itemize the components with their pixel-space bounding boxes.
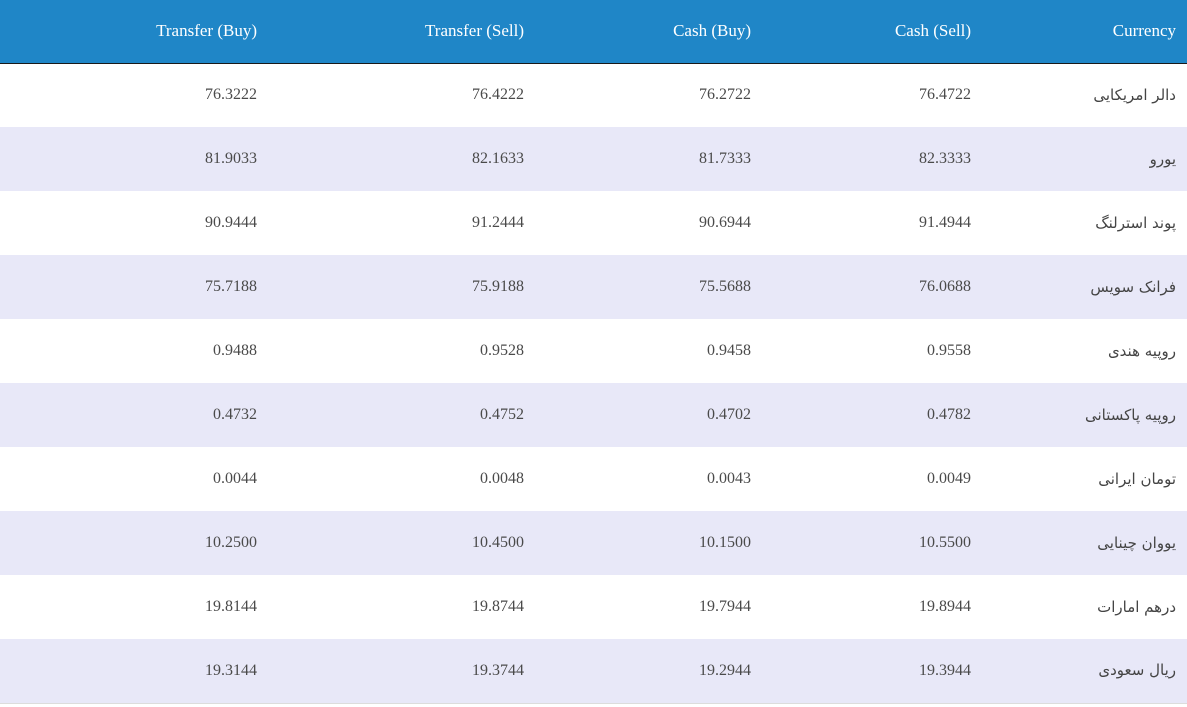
cell-transfer-sell: 0.9528: [480, 342, 524, 359]
cell-transfer-buy: 0.0044: [213, 470, 257, 487]
table-body: 76.3222 76.4222 76.2722 76.4722 دالر امر…: [0, 63, 1187, 704]
cell-transfer-buy: 10.2500: [205, 534, 257, 551]
table-row: 10.2500 10.4500 10.1500 10.5500 یووان چی…: [0, 511, 1187, 575]
cell-currency: روپیه پاکستانی: [981, 383, 1187, 447]
cell-cash-sell: 19.8944: [919, 598, 971, 615]
table-header: Transfer (Buy) Transfer (Sell) Cash (Buy…: [0, 0, 1187, 64]
table-row: 90.9444 91.2444 90.6944 91.4944 پوند است…: [0, 191, 1187, 255]
cell-transfer-buy: 76.3222: [205, 86, 257, 104]
cell-currency: درهم امارات: [981, 575, 1187, 639]
currency-name: روپیه پاکستانی: [1084, 405, 1176, 424]
cell-cash-buy: 10.1500: [699, 534, 751, 551]
header-cash-sell[interactable]: Cash (Sell): [761, 0, 981, 64]
header-transfer-buy[interactable]: Transfer (Buy): [0, 0, 267, 64]
cell-cash-buy: 0.0043: [707, 470, 751, 487]
cell-currency: یووان چینایی: [981, 511, 1187, 575]
cell-transfer-sell: 0.4752: [480, 406, 524, 423]
cell-cash-buy: 90.6944: [699, 214, 751, 231]
cell-cash-buy: 19.2944: [534, 639, 761, 704]
cell-cash-buy: 81.7333: [699, 150, 751, 167]
currency-name: یورو: [1149, 149, 1176, 168]
table-row: 0.9488 0.9528 0.9458 0.9558 روپیه هندی: [0, 319, 1187, 383]
currency-name: ریال سعودی: [1098, 661, 1176, 680]
cell-cash-buy: 0.9458: [707, 342, 751, 359]
cell-cash-sell: 0.9558: [927, 342, 971, 359]
header-currency[interactable]: Currency: [981, 0, 1187, 64]
cell-transfer-buy: 90.9444: [205, 214, 257, 231]
header-cash-buy[interactable]: Cash (Buy): [534, 0, 761, 64]
cell-transfer-buy: 19.3144: [0, 639, 267, 704]
cell-transfer-sell: 82.1633: [472, 150, 524, 167]
cell-transfer-buy: 0.4732: [213, 406, 257, 423]
cell-transfer-sell: 91.2444: [472, 214, 524, 231]
cell-cash-sell: 76.0688: [919, 278, 971, 295]
currency-name: فرانک سویس: [1090, 277, 1176, 296]
cell-cash-buy: 75.5688: [699, 278, 751, 295]
table-row: 0.4732 0.4752 0.4702 0.4782 روپیه پاکستا…: [0, 383, 1187, 447]
cell-transfer-buy: 81.9033: [205, 150, 257, 167]
cell-cash-sell: 0.0049: [927, 470, 971, 487]
cell-transfer-buy: 19.8144: [205, 598, 257, 615]
cell-transfer-sell: 75.9188: [472, 278, 524, 295]
currency-name: یووان چینایی: [1097, 533, 1176, 552]
cell-transfer-sell: 0.0048: [480, 470, 524, 487]
currency-name: روپیه هندی: [1107, 341, 1176, 360]
table-row: 19.8144 19.8744 19.7944 19.8944 درهم اما…: [0, 575, 1187, 639]
table-row: 75.7188 75.9188 75.5688 76.0688 فرانک سو…: [0, 255, 1187, 319]
cell-currency: دالر امریکایی: [981, 63, 1187, 127]
cell-cash-sell: 19.3944: [761, 639, 981, 704]
cell-cash-sell: 91.4944: [919, 214, 971, 231]
table-row: 19.3144 19.3744 19.2944 19.3944 ریال سعو…: [0, 639, 1187, 704]
cell-transfer-sell: 76.4222: [472, 86, 524, 104]
cell-transfer-sell: 19.3744: [267, 639, 534, 704]
cell-transfer-sell: 10.4500: [472, 534, 524, 551]
cell-cash-buy: 0.4702: [707, 406, 751, 423]
cell-currency: یورو: [981, 127, 1187, 191]
cell-transfer-buy: 75.7188: [205, 278, 257, 295]
cell-transfer-sell: 19.8744: [472, 598, 524, 615]
cell-transfer-buy: 0.9488: [213, 342, 257, 359]
currency-name: دالر امریکایی: [1093, 85, 1176, 104]
table-row: 0.0044 0.0048 0.0043 0.0049 تومان ایرانی: [0, 447, 1187, 511]
cell-currency: روپیه هندی: [981, 319, 1187, 383]
cell-cash-sell: 0.4782: [927, 406, 971, 423]
cell-currency: تومان ایرانی: [981, 447, 1187, 511]
currency-name: درهم امارات: [1097, 597, 1176, 616]
currency-name: پوند استرلنگ: [1095, 213, 1176, 232]
cell-cash-buy: 19.7944: [699, 598, 751, 615]
header-transfer-sell[interactable]: Transfer (Sell): [267, 0, 534, 64]
cell-cash-buy: 76.2722: [699, 86, 751, 104]
cell-currency: پوند استرلنگ: [981, 191, 1187, 255]
table-row: 81.9033 82.1633 81.7333 82.3333 یورو: [0, 127, 1187, 191]
cell-cash-sell: 76.4722: [919, 86, 971, 104]
cell-cash-sell: 10.5500: [919, 534, 971, 551]
cell-currency: فرانک سویس: [981, 255, 1187, 319]
currency-name: تومان ایرانی: [1098, 469, 1176, 488]
table-row: 76.3222 76.4222 76.2722 76.4722 دالر امر…: [0, 63, 1187, 127]
cell-currency: ریال سعودی: [981, 639, 1187, 704]
header-row: Transfer (Buy) Transfer (Sell) Cash (Buy…: [0, 0, 1187, 64]
cell-cash-sell: 82.3333: [919, 150, 971, 167]
